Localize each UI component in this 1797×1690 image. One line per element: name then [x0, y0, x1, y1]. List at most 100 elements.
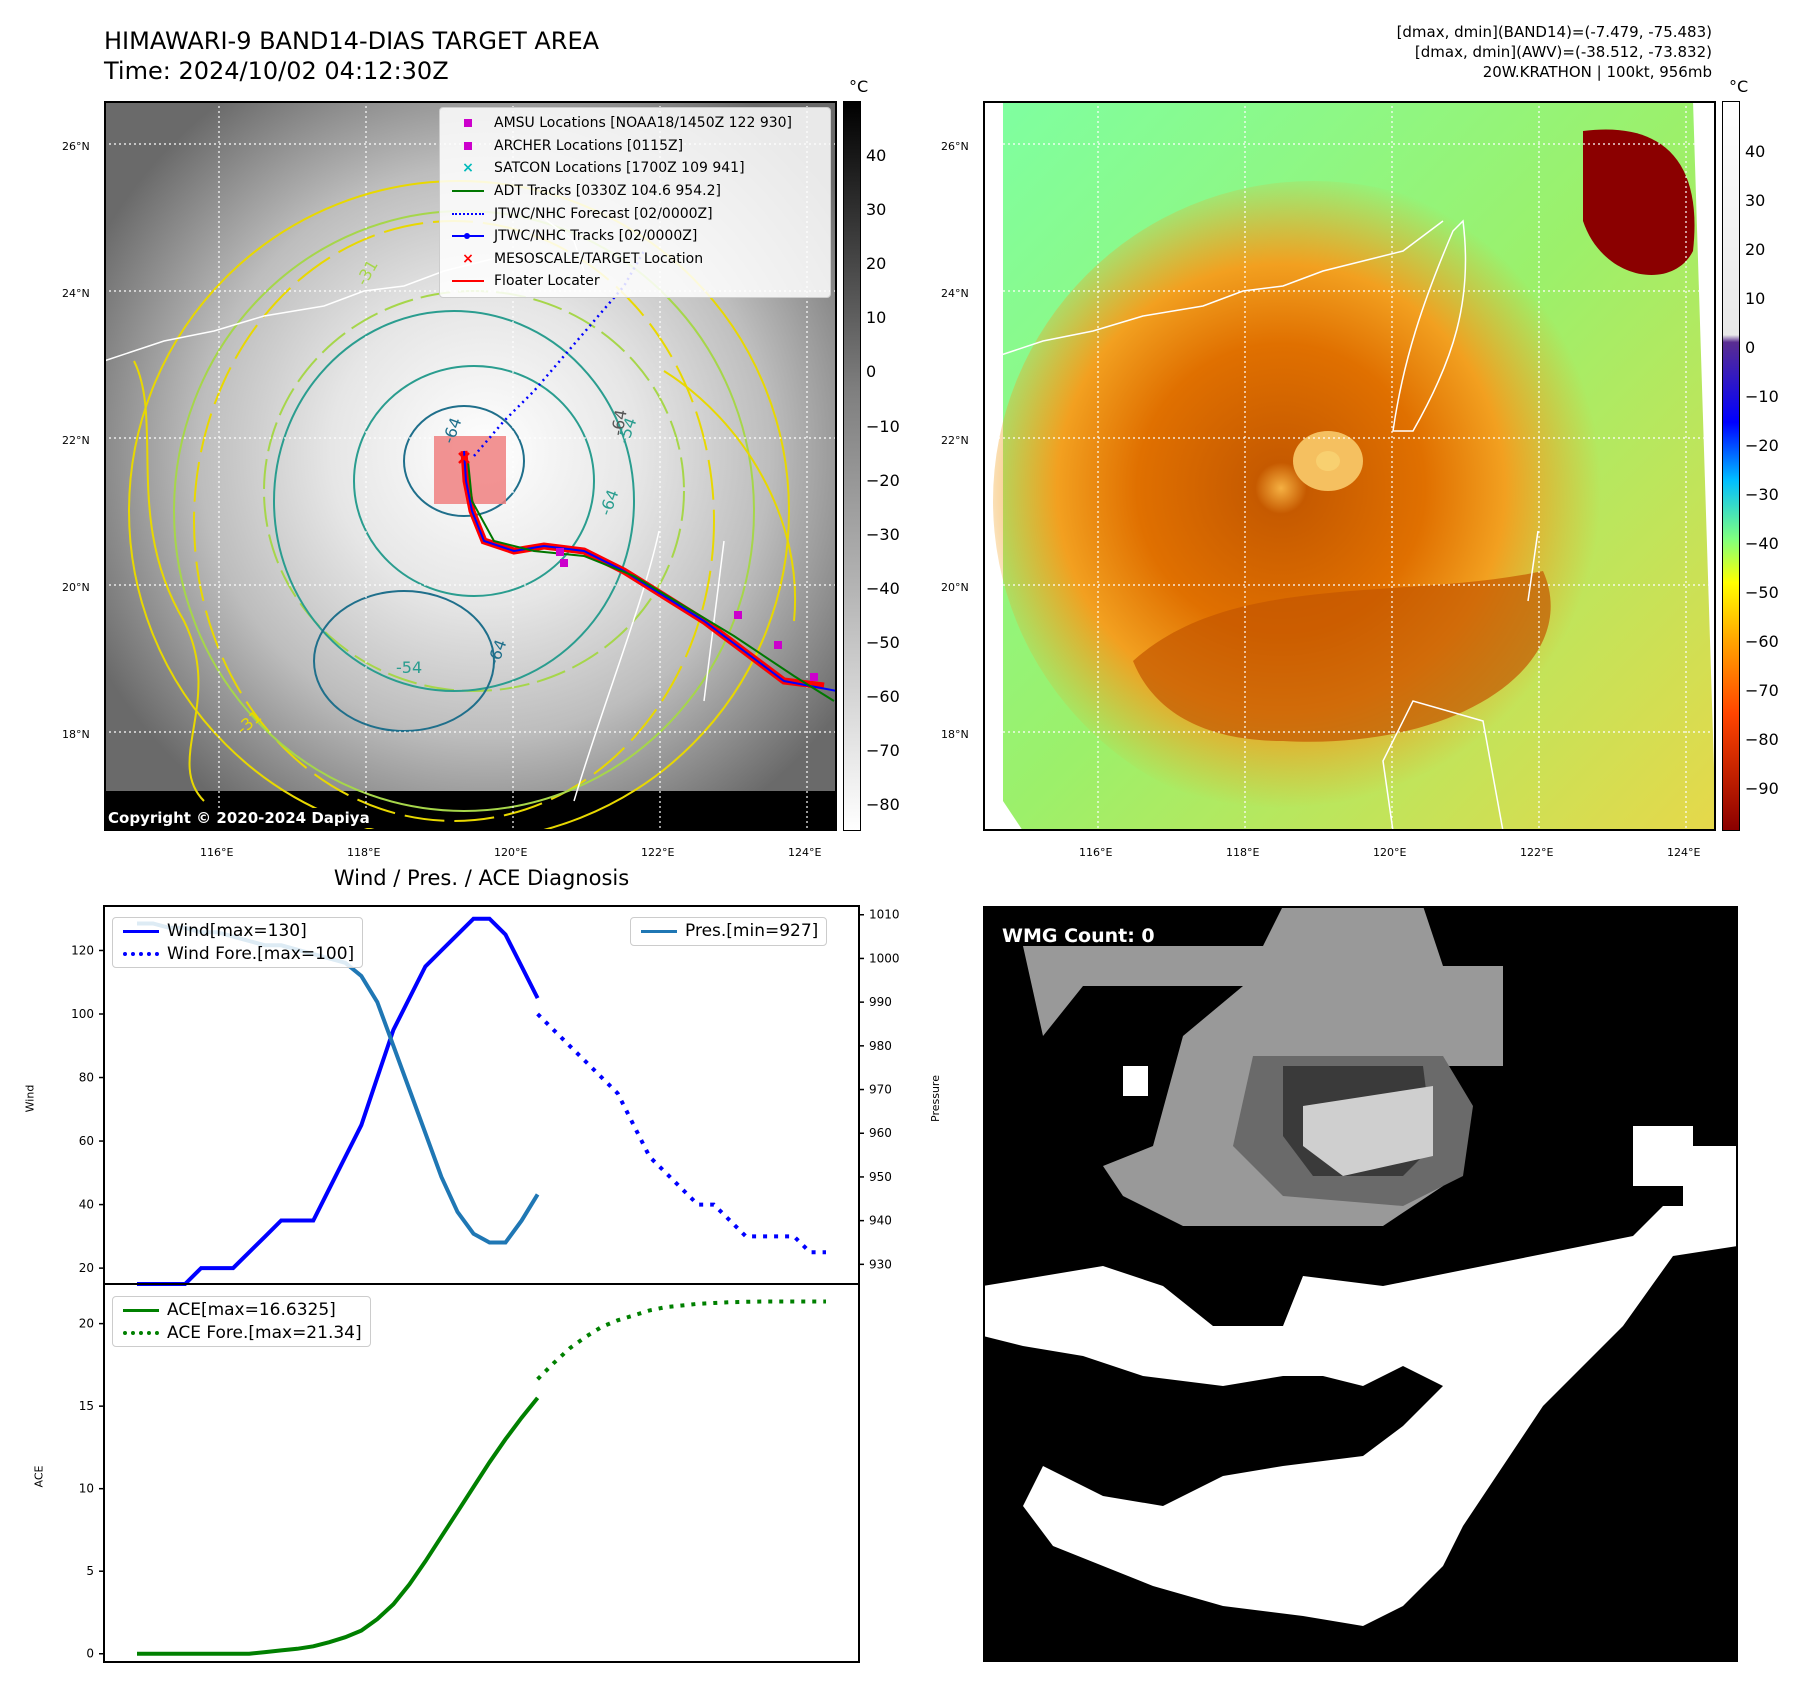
line-icon: [639, 929, 679, 933]
y-tick-label: 120: [71, 943, 94, 957]
dotted-line-icon: [121, 951, 161, 956]
legend-label: Wind Fore.[max=100]: [167, 943, 355, 964]
lat-label: 18°N: [62, 728, 90, 741]
awv-colorbar: [1722, 101, 1740, 831]
jtwc-best-track: [463, 450, 835, 692]
lon-label: 120°E: [494, 846, 528, 859]
colorbar-tick: 30: [1745, 191, 1766, 210]
lat-label: 24°N: [941, 287, 969, 300]
y-tick-label: 100: [71, 1007, 94, 1021]
awv-map-image: [985, 103, 1714, 829]
wmg-panel: [983, 906, 1738, 1662]
wind-legend: Wind[max=130] Wind Fore.[max=100]: [112, 917, 364, 969]
figure-title-line2: Time: 2024/10/02 04:12:30Z: [104, 57, 449, 85]
colorbar-tick: −30: [866, 525, 900, 544]
ace-legend: ACE[max=16.6325] ACE Fore.[max=21.34]: [112, 1296, 371, 1348]
y2-tick-label: 990: [869, 995, 892, 1009]
pressure-legend: Pres.[min=927]: [630, 917, 828, 946]
amsu-markers: [556, 548, 818, 681]
awv-map-panel: [983, 101, 1716, 831]
pressure-axis-title: Pressure: [928, 1075, 942, 1122]
lat-label: 22°N: [62, 434, 90, 447]
colorbar-tick: −40: [866, 579, 900, 598]
colorbar-tick: 0: [1745, 338, 1756, 357]
diagnosis-title: Wind / Pres. / ACE Diagnosis: [333, 866, 630, 890]
lat-label: 22°N: [941, 434, 969, 447]
legend-item-floater: Floater Locater: [448, 270, 822, 293]
colorbar-tick: −60: [1745, 632, 1779, 651]
band14-map-panel: -64 -64 -54 -64 -64 -54 -31 -31 AMSU Loc…: [104, 101, 837, 831]
lon-label: 118°E: [347, 846, 381, 859]
colorbar-tick: −30: [1745, 485, 1779, 504]
series-line: [536, 1012, 826, 1255]
legend-item-target: × MESOSCALE/TARGET Location: [448, 248, 822, 271]
awv-map-grid: [985, 103, 1714, 829]
wmg-count-label: WMG Count: 0: [1002, 925, 1155, 947]
legend-label: Floater Locater: [494, 273, 600, 290]
y-tick-label: 80: [79, 1071, 94, 1085]
legend-label: MESOSCALE/TARGET Location: [494, 250, 704, 267]
colorbar-tick: 30: [866, 200, 887, 219]
wmg-white-regions: [985, 1066, 1736, 1626]
plot-frame: [103, 1283, 860, 1663]
legend-item-archer: ARCHER Locations [0115Z]: [448, 135, 822, 158]
colorbar-tick: −50: [866, 633, 900, 652]
colorbar-tick: 10: [866, 308, 887, 327]
lon-label: 116°E: [200, 846, 234, 859]
square-marker-icon: [448, 119, 488, 128]
colorbar-tick: 40: [1745, 142, 1766, 161]
y2-tick-label: 950: [869, 1170, 892, 1184]
lat-label: 26°N: [941, 140, 969, 153]
legend-label: JTWC/NHC Forecast [02/0000Z]: [494, 205, 713, 222]
colorbar-tick: −20: [1745, 436, 1779, 455]
lon-label: 124°E: [1667, 846, 1701, 859]
colorbar-tick: 40: [866, 146, 887, 165]
legend-label: ACE Fore.[max=21.34]: [167, 1322, 362, 1343]
y-tick-label: 20: [79, 1317, 94, 1331]
adt-track: [467, 460, 835, 702]
y-tick-label: 40: [79, 1198, 94, 1212]
target-x-marker: [458, 452, 470, 464]
colorbar-tick: −90: [1745, 779, 1779, 798]
line-icon: [121, 1308, 161, 1312]
series-line: [137, 1396, 540, 1656]
figure-title: HIMAWARI-9 BAND14-DIAS TARGET AREA Time:…: [104, 26, 599, 86]
colorbar-tick: 10: [1745, 289, 1766, 308]
contour-label: -54: [396, 658, 423, 677]
y2-tick-label: 980: [869, 1039, 892, 1053]
line-icon: [121, 929, 161, 933]
legend-label: ARCHER Locations [0115Z]: [494, 137, 684, 154]
wind-axis-title: Wind: [23, 1084, 37, 1113]
colorbar-tick: −50: [1745, 583, 1779, 602]
legend-label: Wind[max=130]: [167, 921, 307, 942]
y2-tick-label: 940: [869, 1214, 892, 1228]
legend-item-ace: ACE[max=16.6325]: [121, 1299, 362, 1322]
legend-label: AMSU Locations [NOAA18/1450Z 122 930]: [494, 115, 793, 132]
lon-label: 118°E: [1226, 846, 1260, 859]
legend-label: ACE[max=16.6325]: [167, 1300, 336, 1321]
colorbar-tick: −60: [866, 687, 900, 706]
ace-axis-title: ACE: [32, 1465, 46, 1488]
legend-label: JTWC/NHC Tracks [02/0000Z]: [494, 228, 698, 245]
figure-info-line2: [dmax, dmin](AWV)=(-38.512, -73.832): [1414, 43, 1712, 61]
colorbar-tick: 20: [1745, 240, 1766, 259]
colorbar-tick: −20: [866, 471, 900, 490]
legend-item-pressure: Pres.[min=927]: [639, 920, 818, 943]
y-tick-label: 10: [79, 1482, 94, 1496]
dotted-line-icon: [121, 1330, 161, 1335]
lon-label: 122°E: [1520, 846, 1554, 859]
legend-label: SATCON Locations [1700Z 109 941]: [494, 160, 745, 177]
colorbar-unit: °C: [1729, 77, 1749, 96]
copyright-label: Copyright © 2020-2024 Dapiya: [104, 808, 374, 828]
colorbar-tick: −10: [866, 417, 900, 436]
legend-item-ace-forecast: ACE Fore.[max=21.34]: [121, 1322, 362, 1345]
y2-tick-label: 1000: [869, 951, 900, 965]
series-line: [137, 921, 540, 1245]
legend-item-wind-forecast: Wind Fore.[max=100]: [121, 943, 354, 966]
colorbar-unit: °C: [849, 77, 869, 96]
colorbar-tick: −70: [866, 741, 900, 760]
y-tick-label: 20: [79, 1261, 94, 1275]
legend-item-satcon: × SATCON Locations [1700Z 109 941]: [448, 157, 822, 180]
legend-item-adt: ADT Tracks [0330Z 104.6 954.2]: [448, 180, 822, 203]
y-tick-label: 15: [79, 1399, 94, 1413]
